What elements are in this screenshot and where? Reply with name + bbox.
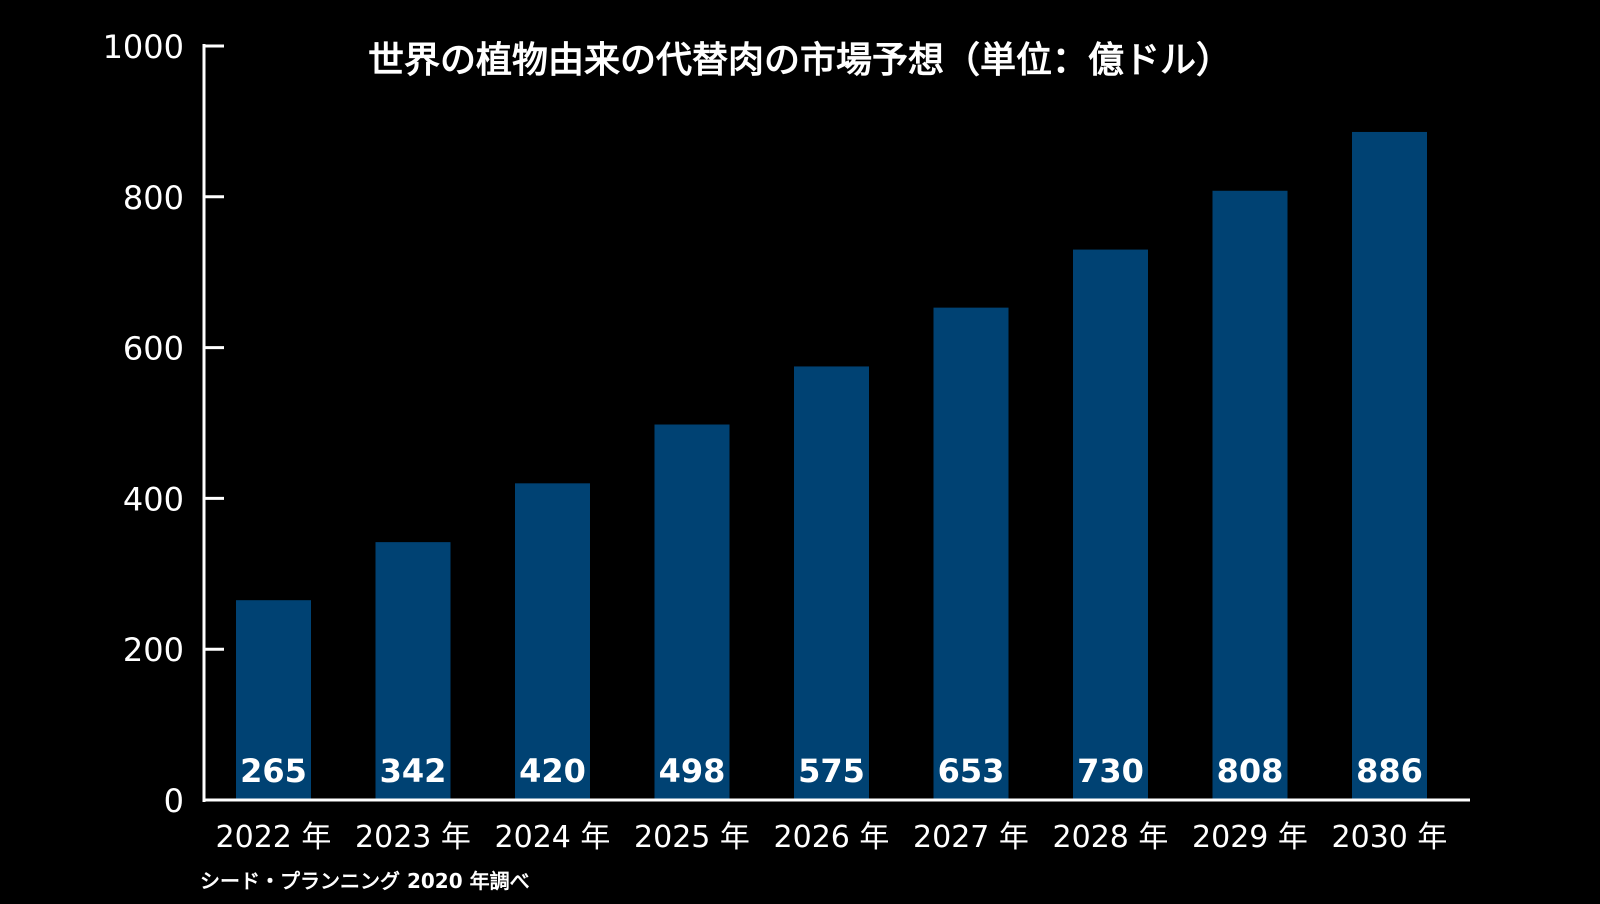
data-label-5: 653 <box>938 752 1005 790</box>
data-label-1: 342 <box>380 752 447 790</box>
bar-3 <box>654 424 730 800</box>
bars-layer <box>236 131 1427 800</box>
bar-5 <box>933 307 1009 800</box>
bar-2 <box>515 483 590 800</box>
x-tick-label-8: 2030 年 <box>1332 820 1448 855</box>
y-tick-label-5: 1000 <box>103 28 184 66</box>
data-labels-layer: 265 342 420 498 575 653 730 808 886 <box>240 752 1423 790</box>
x-tick-label-6: 2028 年 <box>1053 820 1169 855</box>
x-tick-label-5: 2027 年 <box>913 820 1029 855</box>
y-axis-ticks: 0 200 400 600 800 1000 <box>103 28 224 820</box>
source-note: シード・プランニング 2020 年調べ <box>200 869 530 893</box>
bar-1 <box>375 542 451 800</box>
y-tick-label-2: 400 <box>123 480 184 518</box>
x-axis-ticks: 2022 年 2023 年 2024 年 2025 年 2026 年 2027 年 2028… <box>216 820 1448 855</box>
data-label-3: 498 <box>659 752 726 790</box>
data-label-8: 886 <box>1356 752 1423 790</box>
data-label-6: 730 <box>1077 752 1144 790</box>
bar-0 <box>236 600 311 800</box>
x-tick-label-3: 2025 年 <box>634 820 750 855</box>
bar-6 <box>1073 249 1148 800</box>
x-tick-label-0: 2022 年 <box>216 820 332 855</box>
x-tick-label-2: 2024 年 <box>495 820 611 855</box>
y-tick-label-3: 600 <box>123 330 184 368</box>
y-tick-label-1: 200 <box>123 631 184 669</box>
bar-4 <box>794 366 869 800</box>
axes-layer <box>202 44 1470 802</box>
data-label-7: 808 <box>1217 752 1284 790</box>
bar-7 <box>1212 190 1288 800</box>
y-tick-label-4: 800 <box>123 179 184 217</box>
x-tick-label-7: 2029 年 <box>1192 820 1308 855</box>
x-tick-label-4: 2026 年 <box>774 820 890 855</box>
bar-8 <box>1352 131 1427 800</box>
x-tick-label-1: 2023 年 <box>355 820 471 855</box>
chart-title: 世界の植物由来の代替肉の市場予想（単位：億ドル） <box>368 40 1232 81</box>
data-label-2: 420 <box>519 752 586 790</box>
y-tick-label-0: 0 <box>164 782 184 820</box>
data-label-0: 265 <box>240 752 307 790</box>
data-label-4: 575 <box>798 752 865 790</box>
